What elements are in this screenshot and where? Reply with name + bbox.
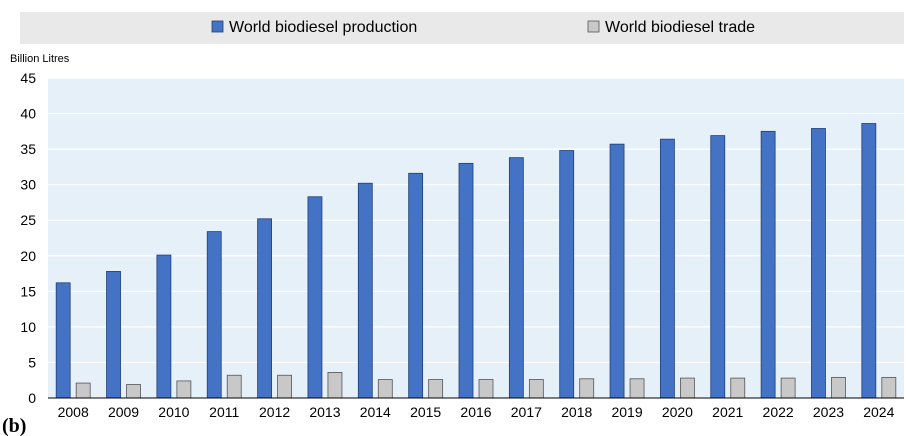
x-axis-ticks: 2008 2009 2010 2011 2012 2013 2014 2015 2016 2017… <box>58 404 895 420</box>
figure-label: (b) <box>2 415 26 436</box>
bar-trade <box>780 377 796 399</box>
bar-trade <box>528 379 544 399</box>
x-tick-label: 2009 <box>108 404 139 420</box>
x-tick-label: 2023 <box>813 404 844 420</box>
bar-trade <box>327 371 343 399</box>
x-tick-label: 2010 <box>158 404 189 420</box>
bar-production <box>811 128 826 399</box>
plot-area <box>48 78 904 398</box>
y-tick-label: 40 <box>20 106 36 122</box>
y-tick-label: 20 <box>20 248 36 264</box>
y-axis-label: Billion Litres <box>10 53 70 65</box>
y-tick-label: 25 <box>20 212 36 228</box>
bar-trade <box>629 378 645 399</box>
bar-production <box>660 138 675 399</box>
x-tick-label: 2020 <box>662 404 693 420</box>
x-tick-label: 2013 <box>309 404 340 420</box>
bar-trade <box>428 379 444 399</box>
bar-production <box>257 218 272 399</box>
y-tick-label: 35 <box>20 141 36 157</box>
x-tick-label: 2011 <box>209 404 239 420</box>
y-axis-ticks: 0 5 10 15 20 25 30 35 40 45 <box>20 70 36 406</box>
x-tick-label: 2021 <box>712 404 743 420</box>
bar-production <box>508 157 524 399</box>
bar-production <box>710 135 726 399</box>
bar-production <box>156 254 172 399</box>
bar-production <box>408 172 424 399</box>
x-tick-label: 2022 <box>763 404 794 420</box>
y-tick-label: 5 <box>28 354 36 370</box>
y-tick-label: 15 <box>20 283 36 299</box>
legend-label-production: World biodiesel production <box>229 19 417 36</box>
bar-trade <box>478 379 494 399</box>
y-tick-label: 30 <box>20 177 36 193</box>
bar-trade <box>831 376 846 399</box>
legend: World biodiesel production World biodies… <box>211 19 755 36</box>
bar-production <box>861 123 877 399</box>
bar-trade <box>75 382 91 399</box>
x-tick-label: 2008 <box>58 404 89 420</box>
x-tick-label: 2018 <box>561 404 592 420</box>
bar-trade <box>881 376 897 399</box>
legend-swatch-trade <box>587 20 600 33</box>
bars <box>55 123 897 399</box>
legend-label-trade: World biodiesel trade <box>605 19 755 36</box>
y-tick-label: 0 <box>28 390 36 406</box>
bar-trade <box>226 374 242 399</box>
bar-production <box>106 271 121 399</box>
bar-trade <box>277 374 292 399</box>
x-tick-label: 2012 <box>259 404 290 420</box>
x-tick-label: 2015 <box>410 404 441 420</box>
bar-trade <box>377 379 393 399</box>
bar-trade <box>126 384 141 399</box>
legend-background <box>20 12 904 44</box>
bar-production <box>609 143 625 399</box>
bar-trade <box>579 378 595 399</box>
x-tick-label: 2017 <box>511 404 542 420</box>
bar-trade <box>730 377 746 399</box>
bar-production <box>55 282 71 399</box>
x-tick-label: 2024 <box>863 404 894 420</box>
bar-production <box>206 231 222 399</box>
bar-trade <box>176 380 192 399</box>
bar-production <box>357 182 373 399</box>
legend-swatch-production <box>211 20 224 33</box>
bar-production <box>760 130 776 399</box>
bar-production <box>307 196 323 399</box>
y-tick-label: 45 <box>20 70 36 86</box>
bar-trade <box>680 377 695 399</box>
x-tick-label: 2014 <box>360 404 391 420</box>
bar-production <box>458 162 474 399</box>
bar-production <box>559 150 575 399</box>
y-tick-label: 10 <box>20 319 36 335</box>
x-tick-label: 2019 <box>611 404 642 420</box>
x-tick-label: 2016 <box>460 404 491 420</box>
